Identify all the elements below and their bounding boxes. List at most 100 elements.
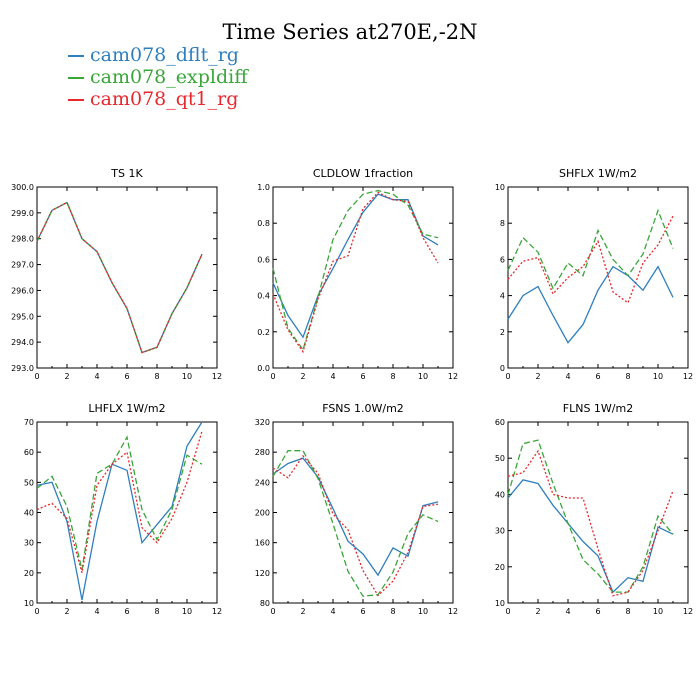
chart-panel: FLNS 1W/m2 0 2 4 6 8 10 12 10 20 30 40 50 60 [495, 402, 693, 616]
series-line [507, 479, 674, 594]
y-tick-label: 160 [255, 539, 270, 548]
x-tick-label: 2 [535, 372, 540, 381]
legend-label: cam078_expldiff [90, 66, 248, 88]
y-tick-label: 40 [24, 509, 34, 518]
x-tick-label: 12 [448, 607, 458, 616]
y-tick-label: 6 [500, 255, 505, 264]
chart-panel: FSNS 1.0W/m2 0 2 4 6 8 10 12 80 120 160 200 240 280 32… [255, 402, 458, 616]
chart-title: SHFLX 1W/m2 [559, 167, 637, 180]
chart-title: FSNS 1.0W/m2 [322, 402, 404, 415]
y-tick-label: 0.4 [257, 292, 270, 301]
x-tick-label: 4 [330, 607, 335, 616]
y-tick-label: 8 [500, 219, 505, 228]
x-tick-label: 2 [64, 607, 69, 616]
x-tick-label: 4 [565, 372, 570, 381]
chart-panel: TS 1K 0 2 4 6 8 10 12 293.0 294.0 295.0 296.0 297.0 2… [11, 167, 222, 381]
x-tick-label: 10 [182, 372, 192, 381]
x-tick-label: 6 [124, 372, 129, 381]
plot-frame [272, 421, 454, 604]
y-tick-label: 10 [495, 183, 505, 192]
series-line [272, 454, 439, 597]
y-tick-label: 240 [255, 478, 270, 487]
x-tick-label: 6 [360, 372, 365, 381]
x-tick-label: 12 [212, 372, 222, 381]
y-tick-label: 294.0 [11, 338, 34, 347]
y-tick-label: 40 [495, 490, 505, 499]
y-tick-label: 300.0 [11, 183, 34, 192]
y-tick-label: 298.0 [11, 235, 34, 244]
x-tick-label: 0 [505, 372, 510, 381]
y-tick-label: 30 [495, 527, 505, 536]
x-tick-label: 4 [94, 607, 99, 616]
y-tick-label: 293.0 [11, 364, 34, 373]
series-line [272, 193, 439, 339]
x-tick-label: 4 [330, 372, 335, 381]
x-tick-label: 12 [683, 607, 693, 616]
y-tick-label: 2 [500, 328, 505, 337]
chart-panel: CLDLOW 1fraction 0 2 4 6 8 10 12 0.0 0.2 0.4 0.6 0.8… [257, 167, 458, 381]
series-line [36, 201, 203, 354]
x-tick-label: 10 [418, 372, 428, 381]
x-tick-label: 0 [270, 607, 275, 616]
x-tick-label: 8 [625, 372, 630, 381]
x-tick-label: 10 [418, 607, 428, 616]
y-tick-label: 200 [255, 509, 270, 518]
series-line [272, 189, 439, 352]
y-tick-label: 1.0 [257, 183, 270, 192]
x-tick-label: 2 [64, 372, 69, 381]
series-line [272, 450, 439, 597]
plot-frame [36, 186, 218, 369]
plot-frame [507, 421, 689, 604]
x-tick-label: 8 [390, 607, 395, 616]
chart-panel: LHFLX 1W/m2 0 2 4 6 8 10 12 10 20 30 40 50 60 70 [24, 402, 222, 616]
plot-frame [507, 186, 689, 369]
series-line [36, 435, 203, 570]
legend-swatch [68, 55, 84, 57]
x-tick-label: 2 [300, 372, 305, 381]
x-tick-label: 2 [535, 607, 540, 616]
x-tick-label: 6 [360, 607, 365, 616]
x-tick-label: 2 [300, 607, 305, 616]
series-line [507, 208, 674, 290]
legend-item: cam078_qt1_rg [68, 88, 248, 110]
y-tick-label: 296.0 [11, 286, 34, 295]
x-tick-label: 10 [653, 372, 663, 381]
chart-title: LHFLX 1W/m2 [88, 402, 165, 415]
x-tick-label: 8 [154, 607, 159, 616]
y-tick-label: 120 [255, 569, 270, 578]
y-tick-label: 20 [24, 569, 34, 578]
x-tick-label: 10 [182, 607, 192, 616]
y-tick-label: 30 [24, 539, 34, 548]
y-tick-label: 50 [24, 478, 34, 487]
x-tick-label: 6 [595, 607, 600, 616]
plot-frame [272, 186, 454, 369]
x-tick-label: 0 [34, 372, 39, 381]
y-tick-label: 295.0 [11, 312, 34, 321]
x-tick-label: 0 [270, 372, 275, 381]
y-tick-label: 297.0 [11, 261, 34, 270]
x-tick-label: 6 [595, 372, 600, 381]
legend-item: cam078_expldiff [68, 66, 248, 88]
legend-label: cam078_qt1_rg [90, 88, 239, 110]
y-tick-label: 320 [255, 418, 270, 427]
page-title: Time Series at270E,-2N [222, 20, 478, 44]
y-tick-label: 0.2 [257, 328, 270, 337]
x-tick-label: 12 [683, 372, 693, 381]
series-line [36, 430, 203, 573]
series-line [507, 439, 674, 593]
series-line [36, 201, 203, 354]
series-line [507, 215, 674, 304]
series-line [36, 421, 203, 601]
x-tick-label: 4 [94, 372, 99, 381]
series-line [507, 265, 674, 344]
y-tick-label: 280 [255, 448, 270, 457]
y-tick-label: 70 [24, 418, 34, 427]
legend: cam078_dflt_rg cam078_expldiff cam078_qt… [68, 44, 248, 110]
y-tick-label: 4 [500, 292, 505, 301]
chart-panel: SHFLX 1W/m2 0 2 4 6 8 10 12 0 2 4 6 8 10 [495, 167, 693, 381]
series-line [272, 457, 439, 577]
series-line [36, 201, 203, 354]
y-tick-label: 60 [495, 418, 505, 427]
y-tick-label: 299.0 [11, 209, 34, 218]
